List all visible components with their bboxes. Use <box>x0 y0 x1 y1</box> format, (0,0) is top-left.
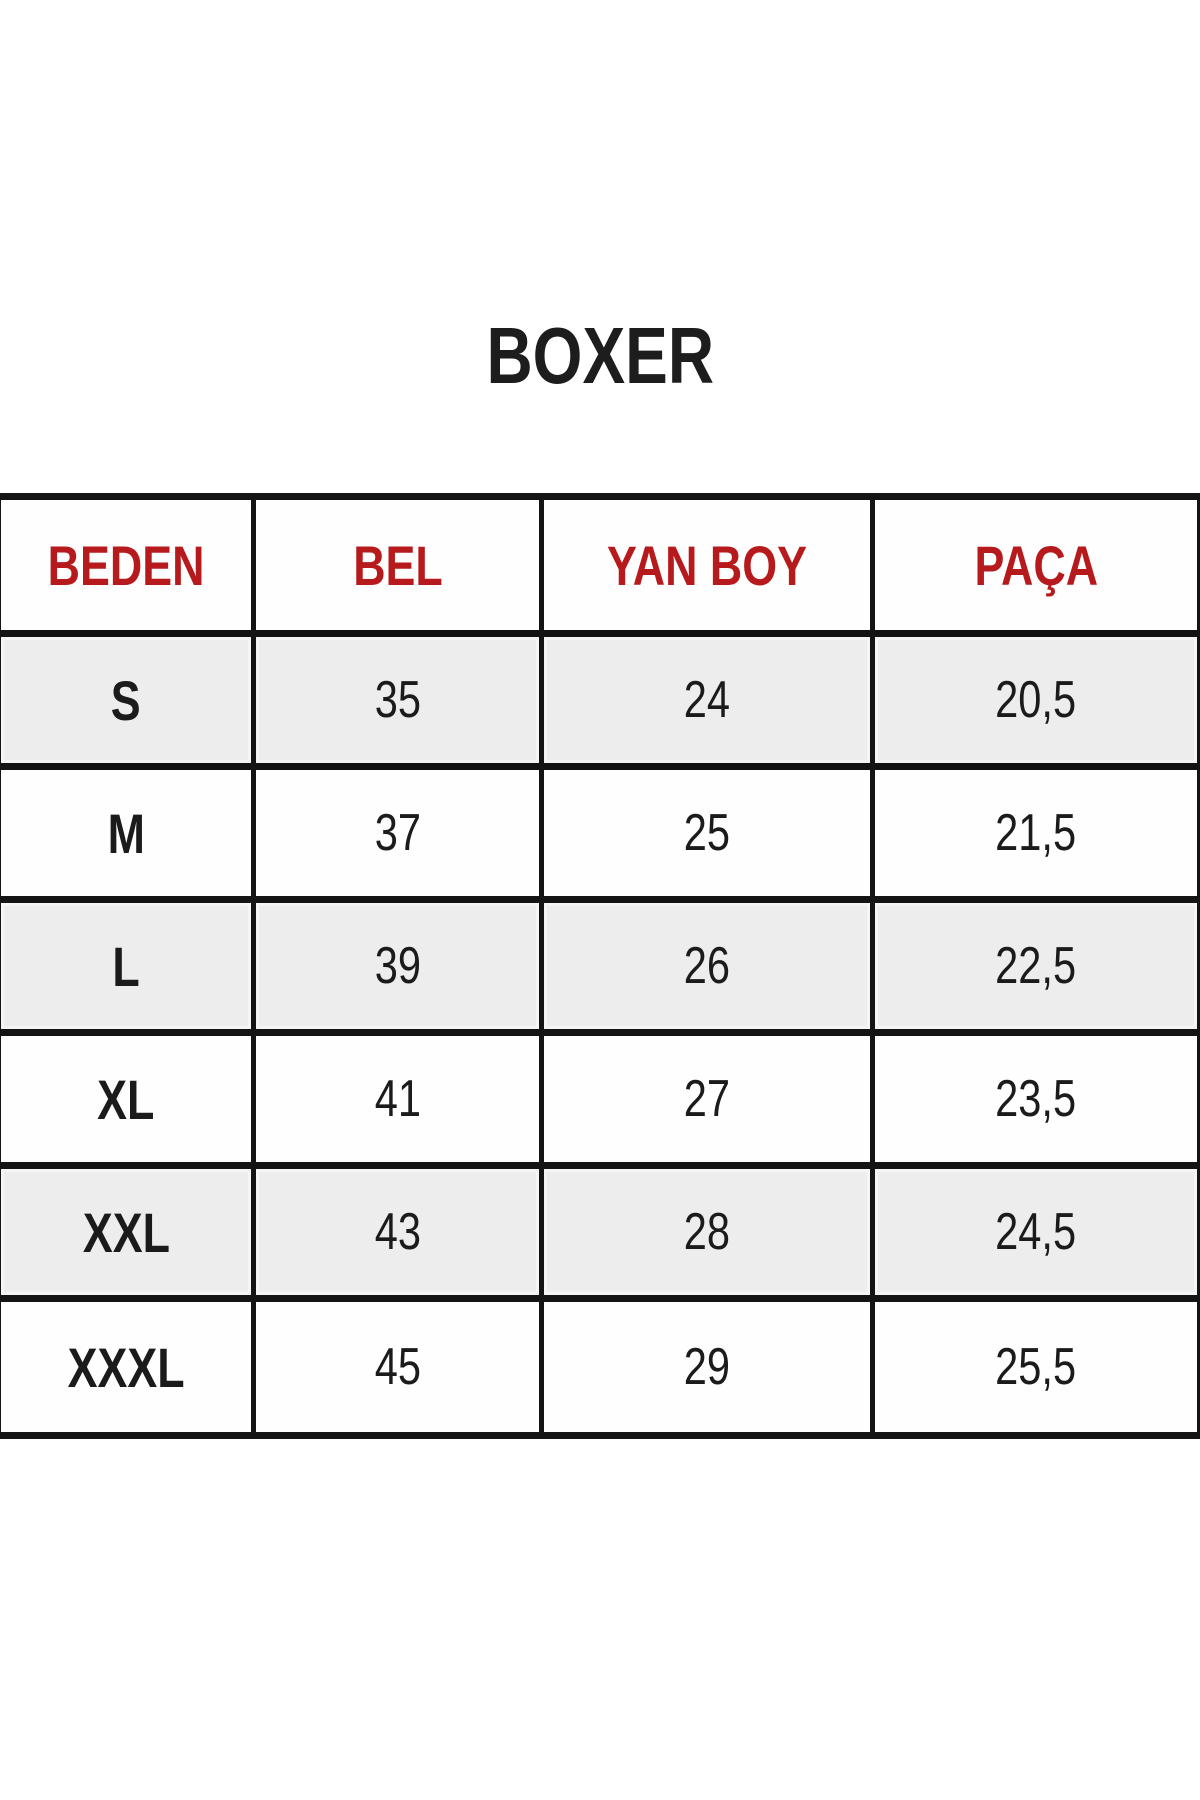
bel-value: 45 <box>374 1338 421 1396</box>
paca-value: 20,5 <box>995 671 1077 729</box>
size-label: L <box>112 934 140 998</box>
bel-value: 37 <box>374 804 421 862</box>
yanboy-value: 26 <box>683 937 731 995</box>
paca-value: 22,5 <box>995 937 1077 995</box>
table-row: L 39 26 22,5 <box>0 896 1200 1036</box>
table-row: XXXL 45 29 25,5 <box>0 1295 1200 1439</box>
yanboy-value: 28 <box>683 1203 731 1261</box>
table-row: XL 41 27 23,5 <box>0 1029 1200 1169</box>
yanboy-value: 25 <box>683 804 731 862</box>
table-body: S 35 24 20,5 M 37 25 21,5 L 39 26 <box>0 630 1200 1439</box>
column-header-paca: PAÇA <box>870 493 1200 637</box>
size-label-cell: XL <box>0 1029 256 1169</box>
yanboy-value-cell: 28 <box>539 1162 875 1302</box>
bel-value-cell: 45 <box>251 1295 544 1439</box>
bel-value: 35 <box>374 671 421 729</box>
yanboy-value: 27 <box>683 1070 731 1128</box>
column-header-beden: BEDEN <box>0 493 256 637</box>
yanboy-value-cell: 25 <box>539 763 875 903</box>
bel-value-cell: 35 <box>251 630 544 770</box>
column-header-bel-label: BEL <box>352 533 443 597</box>
column-header-yanboy: YAN BOY <box>539 493 875 637</box>
table-row: S 35 24 20,5 <box>0 630 1200 770</box>
size-label-cell: S <box>0 630 256 770</box>
bel-value: 43 <box>374 1203 421 1261</box>
paca-value: 23,5 <box>995 1070 1077 1128</box>
size-label: XXXL <box>67 1335 185 1399</box>
paca-value-cell: 20,5 <box>870 630 1200 770</box>
size-label-cell: M <box>0 763 256 903</box>
page-title-label: BOXER <box>486 311 714 400</box>
page-title: BOXER <box>0 316 1200 396</box>
paca-value: 25,5 <box>995 1338 1077 1396</box>
paca-value-cell: 24,5 <box>870 1162 1200 1302</box>
paca-value: 21,5 <box>995 804 1077 862</box>
size-label: XXL <box>82 1200 170 1264</box>
paca-value-cell: 21,5 <box>870 763 1200 903</box>
yanboy-value: 29 <box>683 1338 731 1396</box>
bel-value-cell: 41 <box>251 1029 544 1169</box>
paca-value-cell: 22,5 <box>870 896 1200 1036</box>
paca-value: 24,5 <box>995 1203 1077 1261</box>
bel-value: 41 <box>374 1070 421 1128</box>
yanboy-value-cell: 24 <box>539 630 875 770</box>
bel-value: 39 <box>374 937 421 995</box>
yanboy-value-cell: 26 <box>539 896 875 1036</box>
size-label: XL <box>97 1067 155 1131</box>
bel-value-cell: 39 <box>251 896 544 1036</box>
size-label-cell: L <box>0 896 256 1036</box>
yanboy-value-cell: 29 <box>539 1295 875 1439</box>
size-label-cell: XXL <box>0 1162 256 1302</box>
size-chart-table: BEDEN BEL YAN BOY PAÇA S 35 24 20,5 M <box>0 493 1200 1439</box>
paca-value-cell: 25,5 <box>870 1295 1200 1439</box>
header-row: BEDEN BEL YAN BOY PAÇA <box>0 493 1200 637</box>
bel-value-cell: 37 <box>251 763 544 903</box>
table-row: XXL 43 28 24,5 <box>0 1162 1200 1302</box>
column-header-beden-label: BEDEN <box>47 533 205 597</box>
yanboy-value: 24 <box>683 671 731 729</box>
yanboy-value-cell: 27 <box>539 1029 875 1169</box>
bel-value-cell: 43 <box>251 1162 544 1302</box>
column-header-paca-label: PAÇA <box>974 533 1098 597</box>
table-row: M 37 25 21,5 <box>0 763 1200 903</box>
size-label: S <box>111 668 141 732</box>
size-label-cell: XXXL <box>0 1295 256 1439</box>
paca-value-cell: 23,5 <box>870 1029 1200 1169</box>
column-header-yanboy-label: YAN BOY <box>606 533 807 597</box>
size-label: M <box>107 801 145 865</box>
column-header-bel: BEL <box>251 493 544 637</box>
